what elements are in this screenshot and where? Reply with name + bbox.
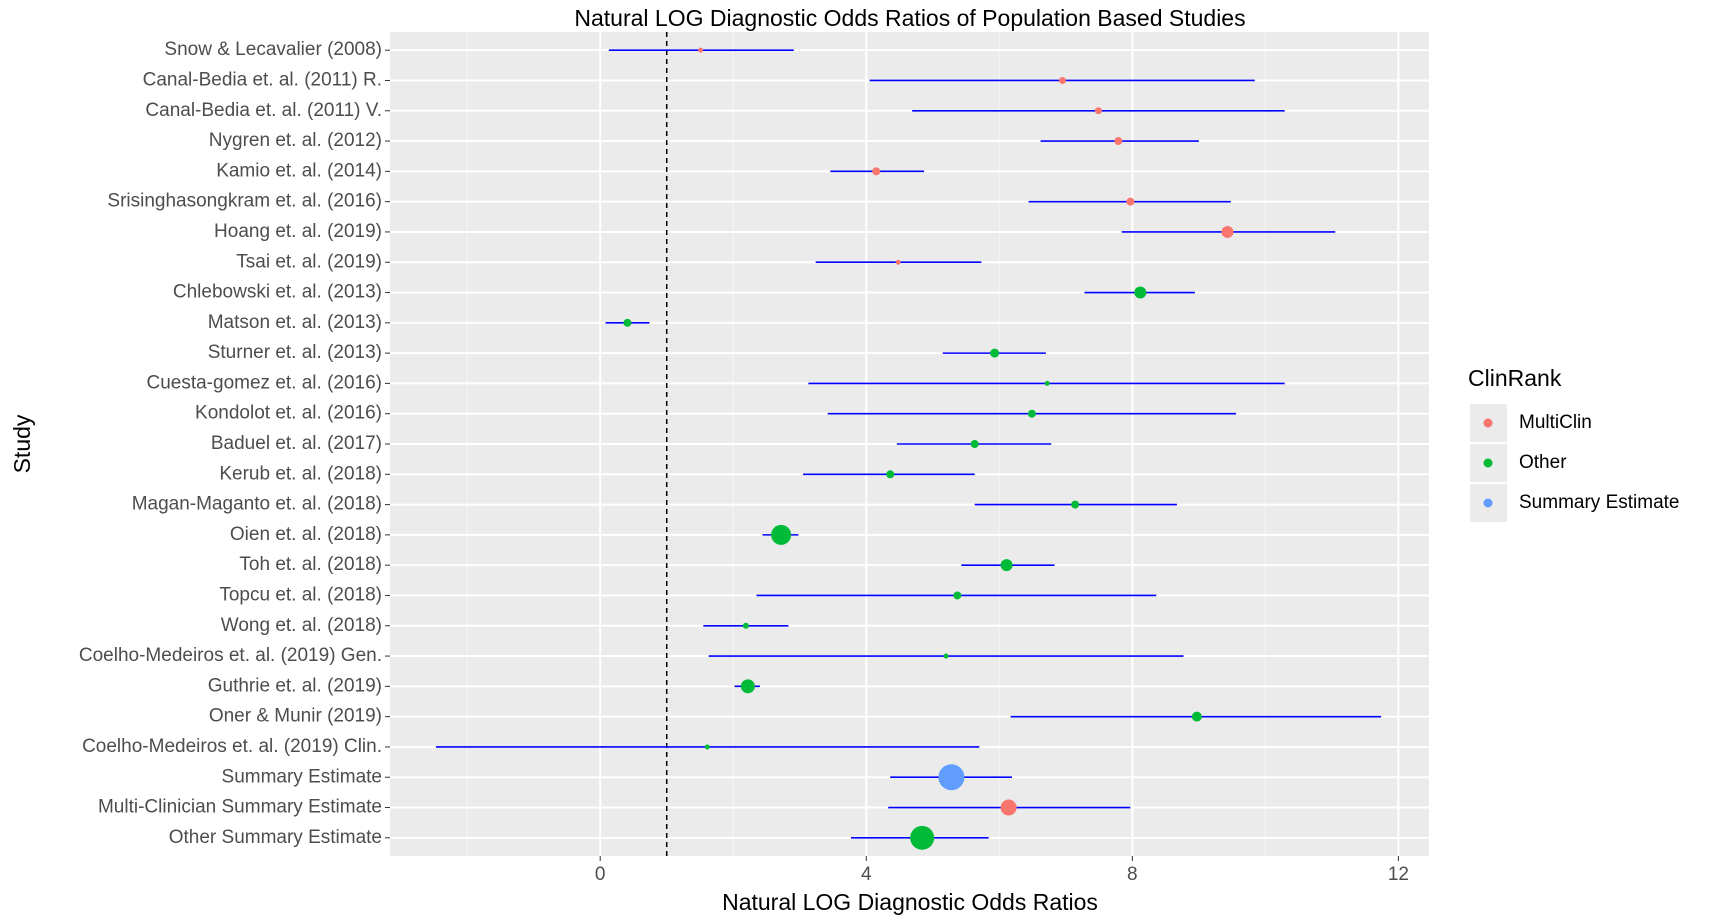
y-tick-label: Magan-Maganto et. al. (2018)	[132, 494, 382, 515]
legend-label: Summary Estimate	[1519, 492, 1679, 513]
y-tick-label: Wong et. al. (2018)	[221, 615, 382, 636]
point-estimate	[1071, 500, 1080, 509]
x-tick-label: 4	[861, 864, 872, 885]
point-estimate	[886, 470, 895, 479]
y-tick-label: Coelho-Medeiros et. al. (2019) Gen.	[79, 645, 382, 666]
point-estimate	[623, 318, 632, 327]
point-estimate	[1000, 799, 1017, 816]
y-tick-label: Canal-Bedia et. al. (2011) R.	[143, 69, 382, 90]
y-tick-label: Multi-Clinician Summary Estimate	[98, 797, 382, 818]
legend-label: MultiClin	[1519, 412, 1592, 433]
point-estimate	[771, 524, 792, 545]
y-tick-label: Hoang et. al. (2019)	[214, 221, 382, 242]
point-estimate	[1058, 76, 1066, 84]
legend-label: Other	[1519, 452, 1567, 473]
point-estimate	[698, 47, 704, 53]
x-tick-label: 12	[1388, 864, 1409, 885]
y-tick-label: Toh et. al. (2018)	[239, 554, 382, 575]
point-estimate	[1114, 137, 1123, 146]
y-tick-label: Tsai et. al. (2019)	[236, 251, 382, 272]
point-estimate	[704, 744, 710, 750]
point-estimate	[1000, 559, 1013, 572]
x-axis-label: Natural LOG Diagnostic Odds Ratios	[722, 889, 1098, 915]
y-tick-label: Oner & Munir (2019)	[209, 706, 382, 727]
y-tick-label: Coelho-Medeiros et. al. (2019) Clin.	[82, 736, 382, 757]
legend-marker	[1483, 418, 1493, 428]
y-axis-label: Study	[9, 414, 35, 473]
y-tick-label: Guthrie et. al. (2019)	[208, 675, 382, 696]
point-estimate	[1134, 286, 1147, 299]
x-tick-label: 0	[595, 864, 606, 885]
y-tick-label: Other Summary Estimate	[169, 827, 382, 848]
y-tick-label: Snow & Lecavalier (2008)	[164, 39, 382, 60]
y-tick-label: Sturner et. al. (2013)	[208, 342, 382, 363]
point-estimate	[872, 167, 881, 176]
point-estimate	[740, 679, 755, 694]
y-tick-label: Topcu et. al. (2018)	[219, 584, 382, 605]
point-estimate	[1027, 409, 1036, 418]
point-estimate	[1221, 225, 1234, 238]
y-tick-label: Kamio et. al. (2014)	[216, 160, 382, 181]
point-estimate	[895, 259, 901, 265]
y-tick-label: Canal-Bedia et. al. (2011) V.	[145, 100, 382, 121]
y-tick-label: Chlebowski et. al. (2013)	[173, 282, 382, 303]
y-tick-label: Summary Estimate	[222, 766, 382, 787]
legend-marker	[1483, 458, 1493, 468]
y-tick-label: Kerub et. al. (2018)	[219, 463, 382, 484]
y-tick-label: Srisinghasongkram et. al. (2016)	[107, 191, 382, 212]
y-tick-label: Oien et. al. (2018)	[230, 524, 382, 545]
y-tick-label: Baduel et. al. (2017)	[211, 433, 382, 454]
point-estimate	[1094, 107, 1102, 115]
y-tick-label: Nygren et. al. (2012)	[209, 130, 382, 151]
point-estimate	[1191, 711, 1202, 722]
y-tick-label: Kondolot et. al. (2016)	[195, 403, 382, 424]
point-estimate	[953, 591, 962, 600]
point-estimate	[943, 653, 949, 659]
point-estimate	[1044, 380, 1050, 386]
x-tick-label: 8	[1127, 864, 1138, 885]
chart-title: Natural LOG Diagnostic Odds Ratios of Po…	[574, 5, 1245, 31]
point-estimate	[910, 825, 935, 850]
y-tick-label: Matson et. al. (2013)	[208, 312, 382, 333]
point-estimate	[938, 764, 965, 791]
point-estimate	[970, 440, 979, 448]
legend-title: ClinRank	[1468, 365, 1562, 391]
point-estimate	[742, 622, 749, 629]
y-tick-label: Cuesta-gomez et. al. (2016)	[146, 372, 382, 393]
point-estimate	[1126, 197, 1135, 206]
legend-marker	[1483, 498, 1493, 508]
point-estimate	[990, 348, 1000, 358]
